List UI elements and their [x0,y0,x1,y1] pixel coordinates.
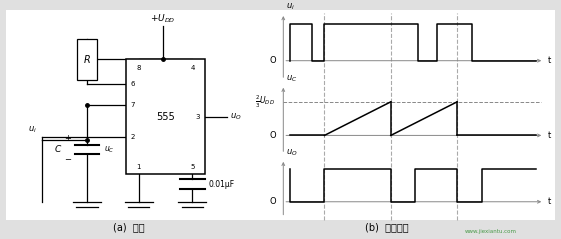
Text: 555: 555 [156,112,175,121]
Text: t: t [548,131,551,140]
Text: 6: 6 [131,81,135,87]
Text: $u_i$: $u_i$ [27,125,36,135]
Text: (a)  电路: (a) 电路 [113,222,145,232]
Text: +: + [65,134,71,143]
Text: −: − [65,155,71,164]
Bar [6,10,555,220]
Bar [126,59,205,174]
Text: t: t [548,56,551,65]
Text: 0.01µF: 0.01µF [208,179,234,189]
Text: R: R [84,55,90,65]
Text: 2: 2 [131,134,135,140]
Text: (b)  工作波形: (b) 工作波形 [365,222,409,232]
Text: 1: 1 [136,164,141,170]
Text: 8: 8 [136,65,141,71]
Text: t: t [548,197,551,206]
Text: 4: 4 [190,65,195,71]
Text: C: C [54,145,61,154]
Text: $u_O$: $u_O$ [286,147,297,158]
Text: O: O [270,131,277,140]
Text: $\frac{2}{3}U_{DD}$: $\frac{2}{3}U_{DD}$ [255,94,275,110]
Text: O: O [270,197,277,206]
Text: 5: 5 [190,164,195,170]
Text: $u_C$: $u_C$ [286,73,297,84]
Bar [77,39,97,80]
Text: $u_O$: $u_O$ [230,111,242,122]
Text: O: O [270,56,277,65]
Text: www.jiexiantu.com: www.jiexiantu.com [465,229,517,234]
Text: $+U_{DD}$: $+U_{DD}$ [150,13,176,25]
Text: 7: 7 [131,102,135,108]
Text: $u_C$: $u_C$ [104,144,114,155]
Text: $u_i$: $u_i$ [286,1,295,12]
Text: 3: 3 [196,114,200,120]
